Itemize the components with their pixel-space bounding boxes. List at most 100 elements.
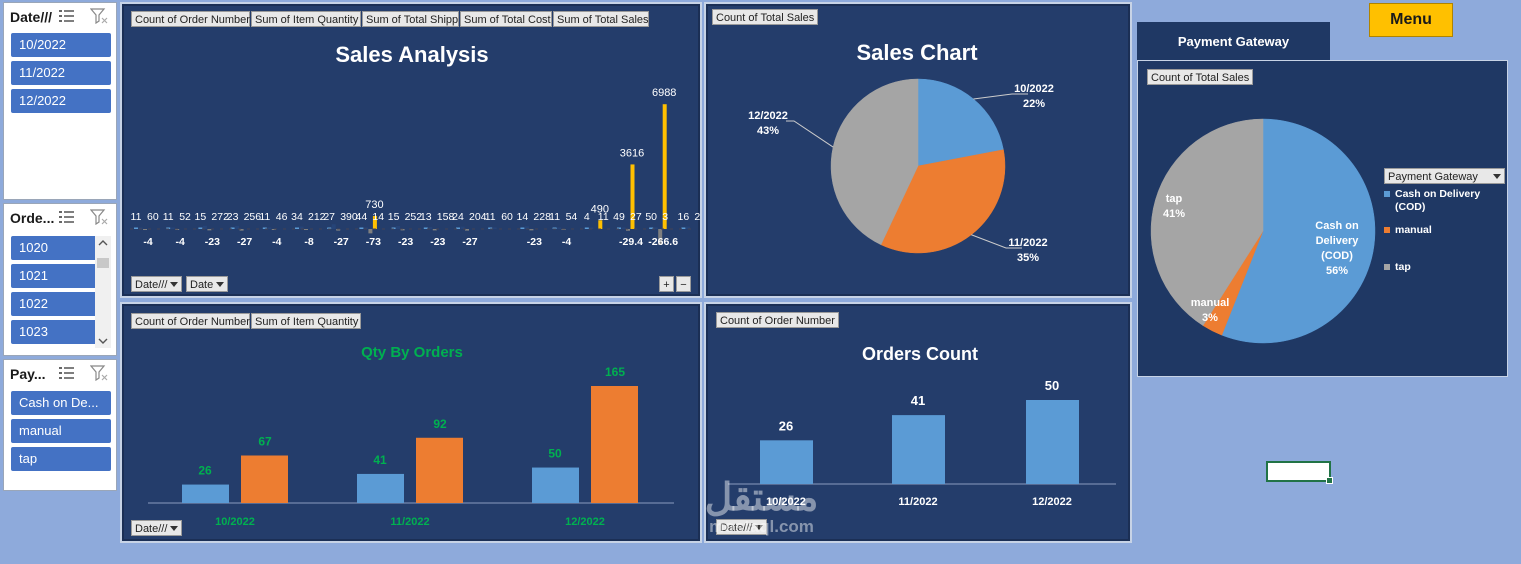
tick-label: 10/2022 <box>766 496 806 508</box>
field-tag[interactable]: Count of Total Sales <box>712 9 819 25</box>
field-tag[interactable]: Sum of Total Cost <box>460 11 552 27</box>
field-tag[interactable]: Sum of Total Sales <box>553 11 649 27</box>
slicer-order-item[interactable]: 1021 <box>11 264 105 288</box>
data-label: 14 <box>517 211 529 223</box>
bar <box>357 473 404 503</box>
data-label: 27 <box>630 211 642 223</box>
slicer-order-scrollbar[interactable] <box>95 236 111 348</box>
bar <box>327 227 332 229</box>
data-label: 56% <box>1326 265 1348 277</box>
axis-filter-dropdown[interactable]: Date/// <box>131 520 183 536</box>
field-tag[interactable]: Count of Total Sales <box>1147 69 1254 85</box>
data-label: 16 <box>678 211 690 223</box>
bar <box>617 227 621 229</box>
bar <box>621 227 626 229</box>
bar <box>591 386 638 503</box>
bar <box>416 437 463 503</box>
slicer-payment-item[interactable]: manual <box>11 419 111 443</box>
data-label: 54 <box>566 211 578 223</box>
slicer-payment-item[interactable]: tap <box>11 447 111 471</box>
bar <box>235 225 240 229</box>
legend-label: manual <box>1395 224 1432 236</box>
slicer-date-header: Date/// <box>4 3 116 31</box>
slicer-date-item[interactable]: 12/2022 <box>11 89 111 113</box>
orders-count-chart: 26 10/2022 41 11/2022 50 12/2022 <box>728 378 1116 508</box>
axis-filter-dropdown[interactable]: Date/// <box>716 519 768 535</box>
data-label: 11/2022 <box>1008 237 1047 249</box>
chart-title: Qty By Orders <box>361 344 463 361</box>
slicer-date-item[interactable]: 10/2022 <box>11 33 111 57</box>
slicer-order-item[interactable]: 1020 <box>11 236 105 260</box>
chevron-up-icon[interactable] <box>98 240 108 246</box>
slicer-order: Orde... 1020 1021 1022 1023 <box>3 203 117 356</box>
legend-swatch <box>1384 227 1390 233</box>
selected-cell[interactable] <box>1266 461 1333 484</box>
bar <box>492 227 497 229</box>
bar <box>304 229 308 230</box>
legend-item: tap <box>1384 261 1506 274</box>
data-label: 50 <box>548 447 562 461</box>
chart-title: Sales Analysis <box>335 42 489 67</box>
bar <box>653 227 658 229</box>
multi-select-icon[interactable] <box>58 365 76 381</box>
bar <box>271 229 276 230</box>
clear-filter-icon[interactable] <box>90 365 108 381</box>
bar <box>892 415 945 484</box>
menu-button[interactable]: Menu <box>1369 3 1453 37</box>
collapse-button[interactable]: − <box>676 276 691 292</box>
data-label: 165 <box>605 365 625 379</box>
bar <box>166 227 171 229</box>
field-tag[interactable]: Count of Order Number <box>131 313 250 329</box>
category-label: Cash on <box>1315 220 1359 232</box>
expand-button[interactable]: + <box>659 276 674 292</box>
bar <box>368 229 373 234</box>
field-tag[interactable]: Sum of Item Quantity <box>251 11 361 27</box>
field-tag[interactable]: Sum of Item Quantity <box>251 313 361 329</box>
tick-label: 12/2022 <box>1032 496 1072 508</box>
legend-filter-dropdown[interactable]: Payment Gateway <box>1384 168 1505 184</box>
clear-filter-icon[interactable] <box>90 8 108 24</box>
bar <box>207 229 212 231</box>
slicer-order-item[interactable]: 1022 <box>11 292 105 316</box>
bar <box>557 227 562 229</box>
bar <box>662 104 667 229</box>
data-label: 26 <box>198 464 212 478</box>
bar <box>626 229 630 231</box>
data-label: 11 <box>485 211 496 223</box>
field-tag[interactable]: Sum of Total Shipp <box>362 11 459 27</box>
bar <box>241 455 288 503</box>
slicer-date-item[interactable]: 11/2022 <box>11 61 111 85</box>
bar <box>299 226 304 229</box>
bar <box>336 229 341 231</box>
legend-item: manual <box>1384 224 1506 237</box>
data-label: 256 <box>244 211 262 223</box>
bar <box>331 224 336 229</box>
slicer-date: Date/// 10/2022 11/2022 12/2022 <box>3 2 117 200</box>
slicer-payment-item[interactable]: Cash on De... <box>11 391 111 415</box>
axis-filter-dropdown[interactable]: Date/// <box>131 276 183 292</box>
tick-label: 10/2022 <box>215 516 255 528</box>
data-label: 14 <box>372 211 384 223</box>
field-tag[interactable]: Count of Order Number <box>131 11 250 27</box>
leader-line <box>786 120 834 148</box>
data-label: 41 <box>373 453 387 467</box>
clear-filter-icon[interactable] <box>90 209 108 225</box>
data-label: 490 <box>591 203 609 215</box>
data-label: 22% <box>1023 98 1045 110</box>
category-label: tap <box>1166 193 1183 205</box>
slicer-order-item[interactable]: 1023 <box>11 320 105 344</box>
bar <box>1026 400 1079 484</box>
payment-gateway-tab[interactable]: Payment Gateway <box>1137 22 1330 60</box>
data-label: 50 <box>1045 378 1059 393</box>
axis-filter-dropdown[interactable]: Date <box>186 276 229 292</box>
chevron-down-icon[interactable] <box>98 338 108 344</box>
data-label: 49 <box>613 211 625 223</box>
data-label: 4 <box>584 211 590 223</box>
multi-select-icon[interactable] <box>58 8 76 24</box>
data-label: -27 <box>334 236 349 248</box>
scroll-thumb[interactable] <box>97 258 109 268</box>
multi-select-icon[interactable] <box>58 209 76 225</box>
data-label: 11 <box>598 211 609 223</box>
field-tag[interactable]: Count of Order Number <box>716 312 839 328</box>
